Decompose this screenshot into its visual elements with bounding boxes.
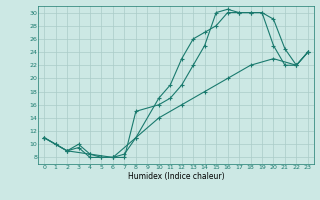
X-axis label: Humidex (Indice chaleur): Humidex (Indice chaleur) bbox=[128, 172, 224, 181]
